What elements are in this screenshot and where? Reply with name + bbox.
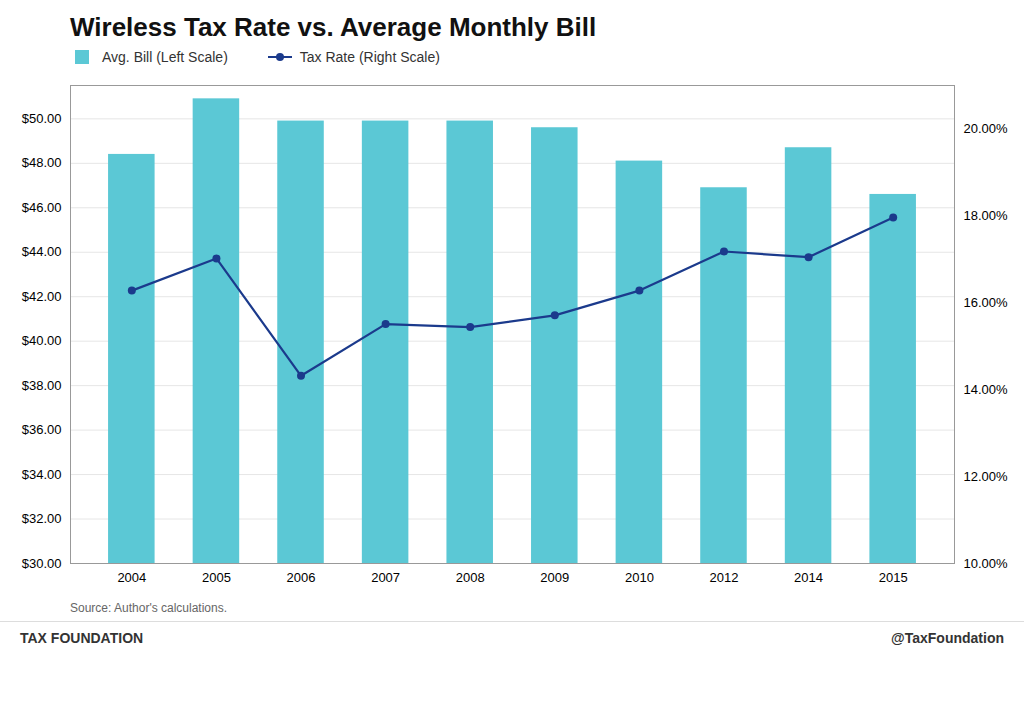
svg-text:14.00%: 14.00% xyxy=(964,382,1009,397)
svg-text:10.00%: 10.00% xyxy=(964,556,1009,571)
svg-text:2005: 2005 xyxy=(202,570,231,585)
svg-text:$30.00: $30.00 xyxy=(22,556,62,571)
svg-text:$48.00: $48.00 xyxy=(22,155,62,170)
svg-text:2010: 2010 xyxy=(625,570,654,585)
svg-text:$38.00: $38.00 xyxy=(22,378,62,393)
svg-text:$44.00: $44.00 xyxy=(22,244,62,259)
svg-text:2008: 2008 xyxy=(456,570,485,585)
html-text:Source: Author's calculations.: Source: Author's calculations. xyxy=(70,601,227,615)
svg-text:$50.00: $50.00 xyxy=(22,111,62,126)
html-text:Wireless Tax Rate vs. Average: Wireless Tax Rate vs. Average Monthly Bi… xyxy=(70,12,597,42)
html-text:Tax Rate (Right Scale): Tax Rate (Right Scale) xyxy=(299,49,440,65)
svg-text:2009: 2009 xyxy=(540,570,569,585)
svg-text:16.00%: 16.00% xyxy=(964,295,1009,310)
svg-text:$36.00: $36.00 xyxy=(22,422,62,437)
html-text:@TaxFoundation: @TaxFoundation xyxy=(891,630,1004,646)
svg-text:2007: 2007 xyxy=(371,570,400,585)
svg-text:2014: 2014 xyxy=(794,570,823,585)
svg-text:12.00%: 12.00% xyxy=(964,469,1009,484)
svg-text:$32.00: $32.00 xyxy=(22,511,62,526)
svg-text:2004: 2004 xyxy=(117,570,146,585)
svg-text:18.00%: 18.00% xyxy=(964,208,1009,223)
svg-text:$46.00: $46.00 xyxy=(22,200,62,215)
svg-text:20.00%: 20.00% xyxy=(964,121,1009,136)
svg-text:$34.00: $34.00 xyxy=(22,467,62,482)
svg-text:$40.00: $40.00 xyxy=(22,333,62,348)
svg-text:2012: 2012 xyxy=(710,570,739,585)
html-text:Avg. Bill (Left Scale): Avg. Bill (Left Scale) xyxy=(102,49,228,65)
svg-text:2006: 2006 xyxy=(287,570,316,585)
html-text:TAX FOUNDATION: TAX FOUNDATION xyxy=(20,630,144,646)
svg-text:2015: 2015 xyxy=(879,570,908,585)
svg-text:$42.00: $42.00 xyxy=(22,289,62,304)
